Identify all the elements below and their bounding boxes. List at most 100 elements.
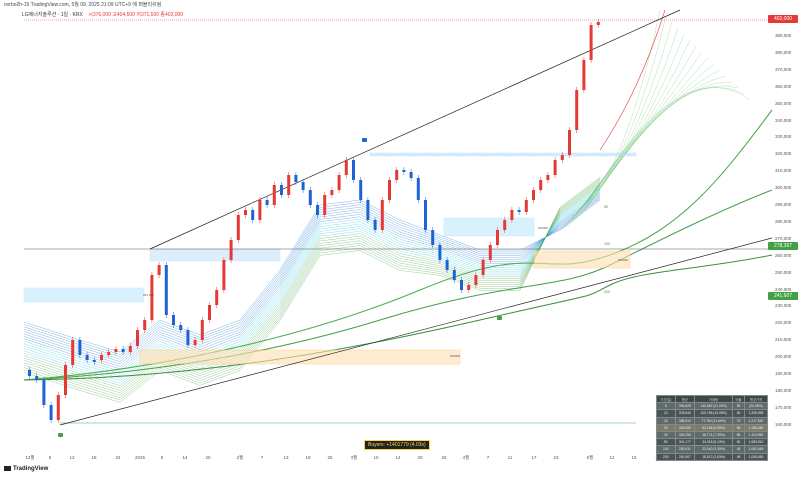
candle <box>301 182 305 190</box>
table-cell: 1,062,445 <box>743 445 769 454</box>
table-cell: 15 <box>656 416 676 425</box>
last-price-label: 402,000 <box>768 15 798 23</box>
symbol-legend: LG에너지솔루션 · 1일 · KRX 시376,000 고404,500 저3… <box>22 12 183 18</box>
ma-line <box>23 186 601 382</box>
ma-label-50: 50 <box>604 205 608 209</box>
brand-name: TradingView <box>13 466 49 473</box>
price-tick-label: 190,000 <box>775 371 792 376</box>
price-tick-label: 180,000 <box>775 387 792 393</box>
price-tick-label: 310,000 <box>775 168 792 174</box>
ma-line <box>23 198 601 355</box>
ma-200 <box>23 254 773 381</box>
ma-line <box>581 75 727 209</box>
box-label-3: 261,000 <box>143 293 154 297</box>
table-cell: 80 <box>732 409 745 418</box>
ma-line <box>559 9 661 231</box>
time-tick-label: 12 <box>609 455 615 460</box>
buy-signal-marker-2[interactable] <box>58 433 63 437</box>
candle <box>272 185 276 205</box>
time-tick-label: 12 <box>69 455 75 460</box>
table-cell: 1,185,480 <box>743 423 769 432</box>
candle <box>49 405 53 420</box>
candle <box>56 395 60 420</box>
candle <box>71 340 75 365</box>
price-tick-label: 250,000 <box>775 269 792 275</box>
candle <box>352 160 355 180</box>
ma-line <box>23 195 601 362</box>
price-tick-label: 170,000 <box>775 404 792 410</box>
candle <box>503 220 507 230</box>
table-header-cell: 기간(일) <box>656 394 676 404</box>
candle <box>524 200 528 212</box>
candle <box>157 265 161 275</box>
ma-line <box>589 87 751 201</box>
time-tick-label: 26 <box>441 455 447 460</box>
candle <box>366 200 370 220</box>
table-header-cell: 거래량 <box>694 394 734 404</box>
tradingview-logo[interactable]: TradingView <box>4 466 48 472</box>
sell-signal-marker[interactable] <box>362 138 367 142</box>
table-cell: 62,156 (9.30%) <box>694 423 734 432</box>
candle <box>546 175 550 180</box>
time-tick-label: 6 <box>48 455 52 460</box>
candle <box>308 190 312 205</box>
candle <box>200 320 204 340</box>
symbol-name[interactable]: LG에너지솔루션 · 1일 · KRX <box>22 12 83 18</box>
time-tick-label: 4월 <box>462 455 470 460</box>
table-cell: 100,768 (15.08%) <box>694 409 734 418</box>
table-cell: 45 <box>732 452 745 461</box>
table-cell: 358,610 <box>674 416 696 425</box>
time-tick-label: 18 <box>91 455 97 460</box>
ma-label-100: 100 <box>604 242 610 246</box>
candle <box>359 180 363 200</box>
table-header-cell: 비율 <box>732 394 745 404</box>
time-tick-label: 2025 <box>134 455 146 460</box>
ma-line <box>23 185 601 384</box>
table-cell: 1,208,595 <box>743 409 769 418</box>
time-tick-label: 10 <box>373 455 379 460</box>
price-tick-label: 380,000 <box>775 49 792 55</box>
ma-line <box>23 183 601 389</box>
zone-box <box>139 349 461 365</box>
ma-line <box>23 194 601 365</box>
time-tick-label: 20 <box>205 455 211 460</box>
price-axis[interactable]: 390,000 380,000 370,000 360,000 350,000 340,0… <box>772 0 800 465</box>
price-tick-label: 230,000 <box>775 303 792 309</box>
table-row: 100 283,931 22,040 (3.30%) 45 1,062,445 <box>656 445 769 454</box>
table-row: 10 378,640 100,768 (15.08%) 80 1,208,595 <box>656 409 769 418</box>
candle <box>150 275 154 320</box>
candle <box>532 190 535 200</box>
table-cell: 77,780 (11.64%) <box>694 416 734 425</box>
time-axis[interactable]: 12월 6 12 18 24 2025 8 14 20 2월 7 13 19 25 3월 10 14 20 26 4월… <box>0 452 770 464</box>
ma-upper-price-label: 278,367 <box>768 242 798 250</box>
price-tick-label: 240,000 <box>775 286 792 292</box>
price-tick-label: 350,000 <box>775 100 792 106</box>
candle <box>251 210 255 220</box>
table-cell: 90 <box>732 402 745 411</box>
table-cell: 394,625 <box>674 402 696 411</box>
ma-line <box>585 85 739 205</box>
time-tick-label: 7 <box>260 455 264 460</box>
candle <box>114 349 118 352</box>
table-row: 15 358,610 77,780 (11.64%) 70 1,217,830 <box>656 416 769 425</box>
table-cell: 1,114,955 <box>743 430 769 440</box>
ma-label-200: 200 <box>604 290 610 294</box>
ma-line <box>23 190 601 374</box>
table-cell: 261,907 <box>674 452 696 461</box>
ma-line <box>23 192 601 370</box>
buy-signal-marker[interactable] <box>497 316 502 320</box>
ma-line <box>23 179 601 398</box>
candle <box>229 240 233 260</box>
time-tick-label: 14 <box>182 455 188 460</box>
time-tick-label: 16 <box>631 455 637 460</box>
table-row: 30 325,290 48,774 (7.30%) 55 1,114,955 <box>656 430 769 440</box>
candle <box>164 265 168 315</box>
time-tick-label: 19 <box>305 455 311 460</box>
price-tick-label: 370,000 <box>775 66 792 72</box>
time-tick-label: 12월 <box>25 455 35 460</box>
time-tick-label: 24 <box>115 455 121 460</box>
ma-line <box>565 27 679 225</box>
ma-line <box>23 187 601 379</box>
candle <box>28 370 31 376</box>
